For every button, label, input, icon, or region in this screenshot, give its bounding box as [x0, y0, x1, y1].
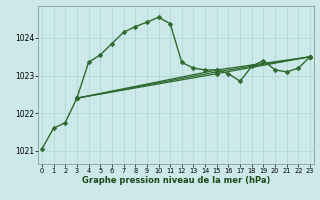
X-axis label: Graphe pression niveau de la mer (hPa): Graphe pression niveau de la mer (hPa): [82, 176, 270, 185]
